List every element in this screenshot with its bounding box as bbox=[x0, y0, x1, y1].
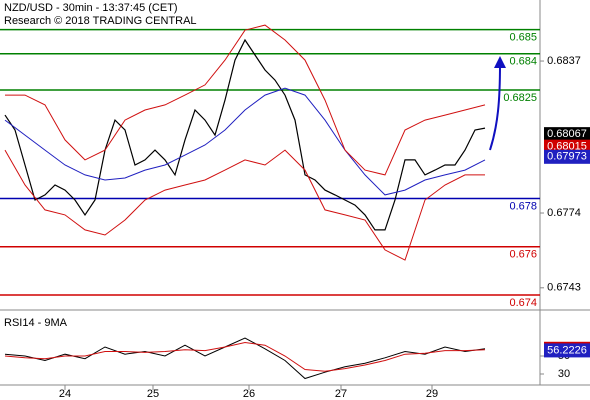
level-label: 0.685 bbox=[509, 32, 537, 44]
x-tick-label: 29 bbox=[426, 388, 438, 400]
series-line bbox=[4, 337, 486, 380]
x-tick-label: 26 bbox=[243, 388, 255, 400]
series-line bbox=[5, 24, 486, 176]
series-line bbox=[4, 87, 486, 196]
rsi-title: RSI14 - 9MA bbox=[4, 317, 68, 329]
y-tick-label: 30 bbox=[558, 368, 570, 380]
arrow-head bbox=[494, 56, 506, 68]
x-tick-label: 24 bbox=[59, 388, 71, 400]
chart-subtitle: Research © 2018 TRADING CENTRAL bbox=[4, 15, 197, 27]
x-tick-label: 25 bbox=[147, 388, 159, 400]
level-label: 0.684 bbox=[509, 56, 537, 68]
price-box-label: 0.68015 bbox=[547, 141, 587, 153]
price-box-label: 0.68067 bbox=[547, 128, 587, 140]
price-box-label: 0.67973 bbox=[547, 151, 587, 163]
price-box bbox=[544, 343, 590, 358]
level-label: 0.6825 bbox=[503, 92, 537, 104]
price-box bbox=[544, 149, 590, 164]
level-label: 0.674 bbox=[509, 297, 537, 309]
series-line bbox=[4, 149, 485, 261]
series-line bbox=[4, 341, 486, 372]
series-line bbox=[4, 38, 486, 231]
price-box-label: 56.2226 bbox=[547, 344, 587, 356]
y-tick-label: 0.6743 bbox=[547, 282, 581, 294]
y-tick-label: 0.6774 bbox=[547, 207, 581, 219]
x-tick-label: 27 bbox=[335, 388, 347, 400]
level-label: 0.678 bbox=[509, 200, 537, 212]
level-label: 0.676 bbox=[509, 249, 537, 261]
y-tick-label: 0.6837 bbox=[547, 55, 581, 67]
chart-title: NZD/USD - 30min - 13:37:45 (CET) bbox=[4, 2, 178, 14]
forecast-arrow bbox=[489, 63, 501, 151]
price-box bbox=[544, 127, 590, 142]
